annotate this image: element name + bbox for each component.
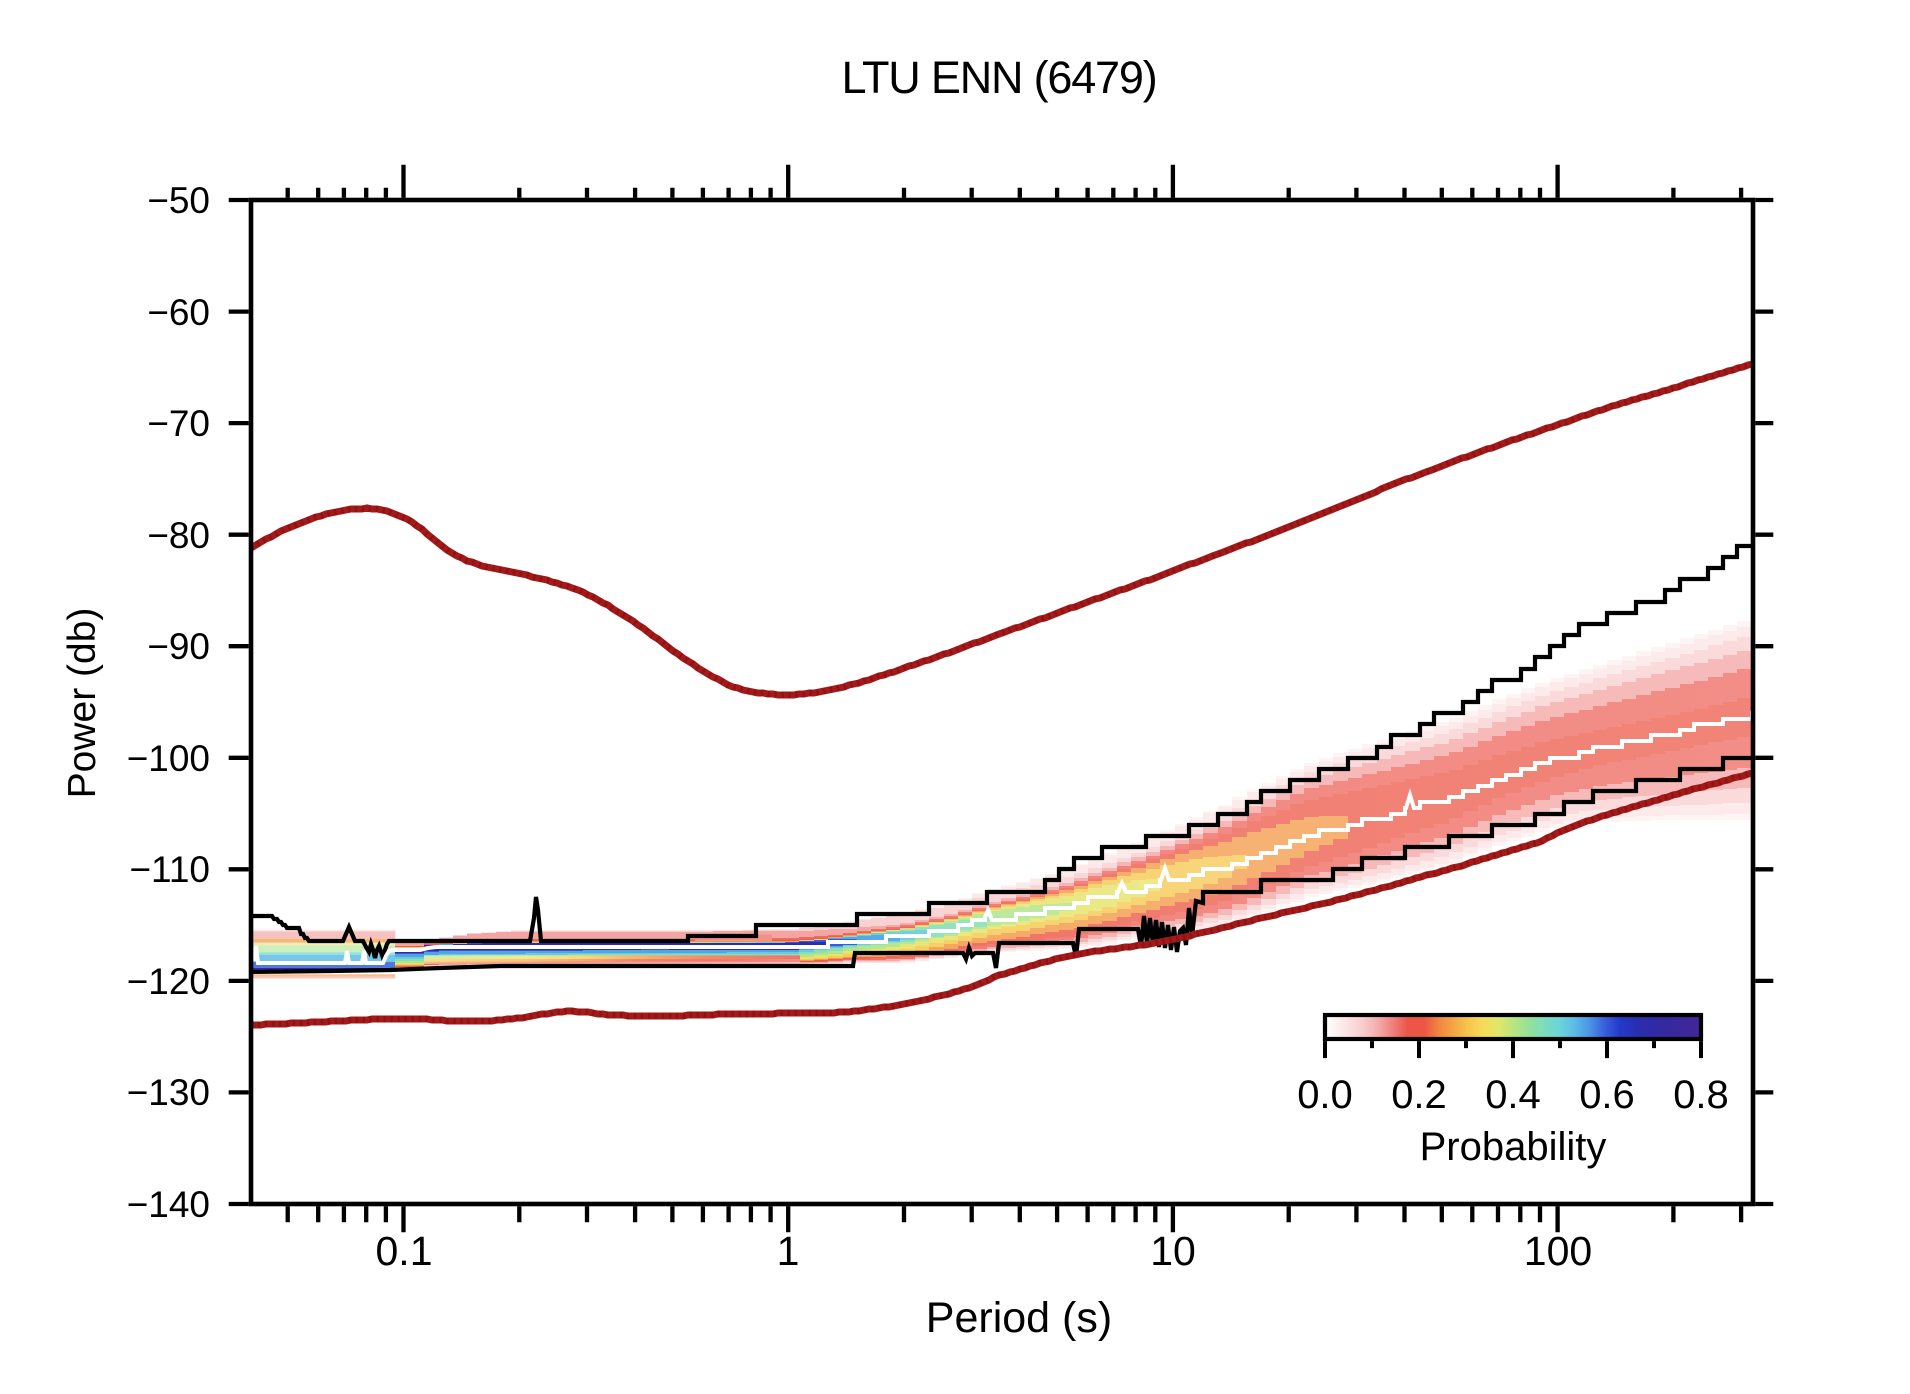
svg-text:0.6: 0.6 bbox=[1579, 1073, 1635, 1117]
svg-text:−130: −130 bbox=[127, 1072, 210, 1113]
svg-text:−100: −100 bbox=[127, 738, 210, 779]
svg-text:−110: −110 bbox=[129, 849, 210, 890]
svg-text:1: 1 bbox=[777, 1228, 800, 1274]
svg-text:−140: −140 bbox=[127, 1184, 210, 1225]
svg-text:0.2: 0.2 bbox=[1391, 1073, 1447, 1117]
svg-text:0.8: 0.8 bbox=[1673, 1073, 1729, 1117]
svg-text:0.4: 0.4 bbox=[1485, 1073, 1541, 1117]
svg-text:−120: −120 bbox=[127, 961, 210, 1002]
svg-text:−50: −50 bbox=[147, 180, 210, 221]
svg-text:Power (db): Power (db) bbox=[61, 608, 104, 799]
svg-text:−60: −60 bbox=[147, 292, 210, 333]
svg-text:LTU ENN (6479): LTU ENN (6479) bbox=[842, 52, 1157, 103]
svg-text:Period (s): Period (s) bbox=[926, 1294, 1112, 1342]
svg-text:−80: −80 bbox=[147, 515, 210, 556]
svg-text:−90: −90 bbox=[147, 626, 210, 667]
svg-text:Probability: Probability bbox=[1420, 1125, 1607, 1169]
svg-text:10: 10 bbox=[1150, 1228, 1196, 1274]
svg-text:0.0: 0.0 bbox=[1297, 1073, 1353, 1117]
svg-text:0.1: 0.1 bbox=[376, 1228, 433, 1274]
svg-text:−70: −70 bbox=[147, 403, 210, 444]
svg-text:100: 100 bbox=[1524, 1228, 1592, 1274]
